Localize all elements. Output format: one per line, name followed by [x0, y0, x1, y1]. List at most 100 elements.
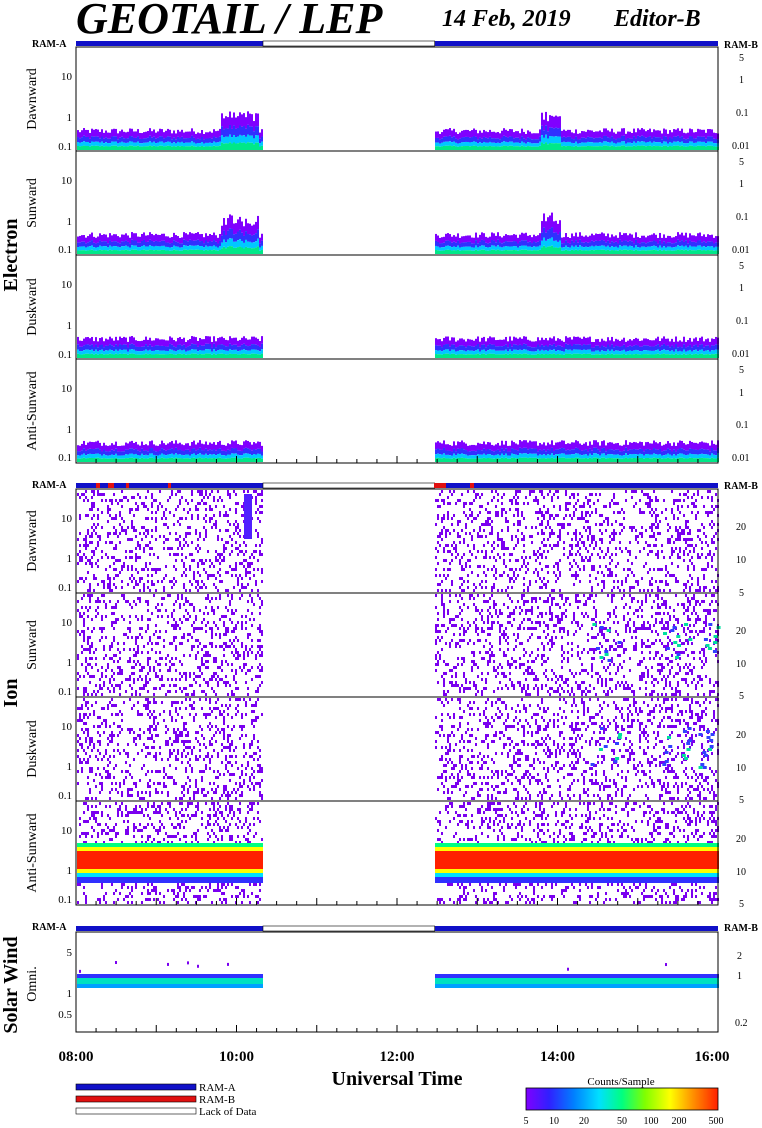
spectrogram-cell — [435, 547, 437, 550]
spectrogram-cell — [171, 139, 173, 143]
spectrogram-cell — [219, 246, 221, 250]
spectrogram-cell — [513, 143, 515, 147]
spectrogram-cell — [565, 142, 567, 146]
spectrogram-cell — [543, 449, 545, 454]
spectrogram-cell — [253, 454, 255, 458]
spectrogram-cell — [463, 541, 465, 544]
spectrogram-cell — [117, 446, 119, 452]
spectrogram-cell — [203, 517, 205, 520]
spectrogram-cell — [99, 143, 101, 147]
spectrogram-cell — [191, 141, 193, 145]
spectrogram-cell — [459, 132, 461, 138]
spectrogram-cell — [145, 444, 147, 450]
spectrogram-cell — [519, 337, 521, 344]
spectrogram-cell — [561, 243, 563, 247]
spectrogram-cell — [497, 351, 499, 355]
spectrogram-cell — [239, 445, 241, 451]
spectrogram-cell — [101, 242, 103, 247]
spectrogram-cell — [177, 520, 179, 523]
spectrogram-cell — [223, 445, 225, 451]
spectrogram-cell — [541, 511, 543, 514]
spectrogram-cell — [163, 246, 165, 250]
spectrogram-cell — [555, 221, 557, 233]
spectrogram-cell — [259, 251, 261, 254]
spectrogram-cell — [485, 351, 487, 354]
spectrogram-cell — [605, 347, 607, 351]
spectrogram-cell — [213, 349, 215, 353]
panel-label-electron-dawnward: Dawnward — [25, 68, 40, 129]
spectrogram-cell — [481, 250, 483, 254]
spectrogram-cell — [537, 571, 539, 574]
spectrogram-cell — [655, 458, 657, 462]
spectrogram-cell — [187, 143, 189, 147]
spectrogram-cell — [485, 553, 487, 556]
spectrogram-cell — [449, 354, 451, 358]
spectrogram-cell — [135, 535, 137, 538]
spectrogram-cell — [583, 131, 585, 138]
spectrogram-cell — [491, 568, 493, 571]
spectrogram-cell — [483, 571, 485, 574]
spectrogram-cell — [487, 502, 489, 505]
spectrogram-cell — [197, 146, 199, 150]
spectrogram-cell — [175, 235, 177, 242]
spectrogram-cell — [237, 347, 239, 351]
spectrogram-cell — [579, 354, 581, 358]
spectrogram-cell — [253, 458, 255, 462]
spectrogram-cell — [521, 556, 523, 559]
spectrogram-cell — [171, 354, 173, 358]
spectrogram-cell — [507, 529, 509, 532]
spectrogram-cell — [573, 337, 575, 345]
spectrogram-cell — [443, 247, 445, 250]
spectrogram-cell — [123, 455, 125, 458]
spectrogram-cell — [447, 146, 449, 150]
spectrogram-cell — [709, 142, 711, 146]
spectrogram-cell — [209, 517, 211, 520]
spectrogram-cell — [259, 550, 261, 553]
spectrogram-cell — [85, 547, 87, 550]
spectrogram-cell — [473, 583, 475, 586]
spectrogram-cell — [691, 242, 693, 247]
spectrogram-cell — [113, 547, 115, 550]
spectrogram-cell — [201, 562, 203, 565]
spectrogram-cell — [689, 448, 691, 453]
spectrogram-cell — [681, 146, 683, 150]
spectrogram-cell — [577, 144, 579, 147]
spectrogram-cell — [665, 238, 667, 244]
spectrogram-cell — [481, 139, 483, 143]
spectrogram-cell — [253, 337, 255, 344]
spectrogram-cell — [213, 245, 215, 249]
spectrogram-cell — [535, 449, 537, 454]
spectrogram-cell — [509, 349, 511, 353]
spectrogram-cell — [647, 458, 649, 462]
spectrogram-cell — [203, 247, 205, 250]
spectrogram-cell — [187, 502, 189, 505]
spectrogram-cell — [173, 444, 175, 450]
spectrogram-cell — [685, 245, 687, 249]
spectrogram-cell — [209, 559, 211, 562]
spectrogram-cell — [227, 340, 229, 346]
spectrogram-cell — [259, 553, 261, 556]
spectrogram-cell — [113, 250, 115, 254]
spectrogram-cell — [555, 128, 557, 137]
spectrogram-cell — [103, 583, 105, 586]
spectrogram-cell — [101, 526, 103, 529]
figure-date: 14 Feb, 2019 — [442, 6, 571, 32]
spectrogram-cell — [473, 243, 475, 247]
spectrogram-cell — [589, 454, 591, 458]
spectrogram-cell — [189, 455, 191, 458]
spectrogram-cell — [577, 454, 579, 458]
spectrogram-cell — [257, 442, 259, 449]
spectrogram-cell — [651, 132, 653, 138]
spectrogram-cell — [191, 458, 193, 462]
spectrogram-cell — [563, 458, 565, 462]
spectrogram-cell — [565, 146, 567, 150]
spectrogram-cell — [205, 349, 207, 353]
spectrogram-cell — [113, 562, 115, 565]
spectrogram-cell — [641, 128, 643, 136]
spectrogram-cell — [541, 523, 543, 526]
spectrogram-cell — [83, 454, 85, 458]
spectrogram-cell — [471, 142, 473, 146]
spectrogram-cell — [561, 138, 563, 143]
spectrogram-cell — [131, 441, 133, 448]
spectrogram-cell — [551, 338, 553, 345]
